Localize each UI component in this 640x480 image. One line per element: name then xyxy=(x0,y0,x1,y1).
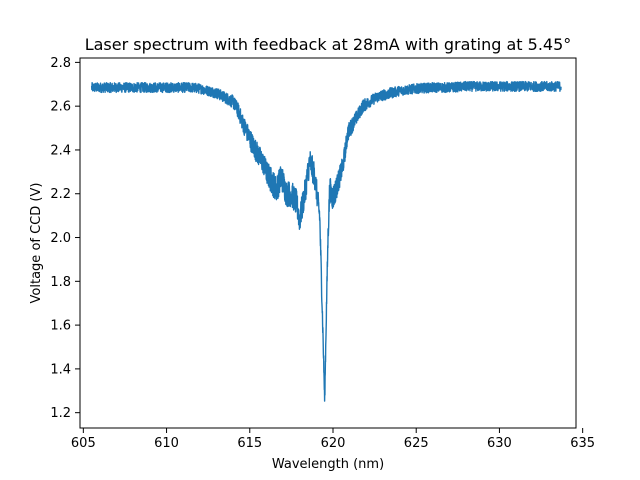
spectrum-series-line xyxy=(90,80,562,402)
x-tick-label: 620 xyxy=(321,436,346,451)
y-tick-label: 1.6 xyxy=(50,319,71,334)
x-tick-label: 615 xyxy=(237,436,262,451)
series-layer xyxy=(90,80,562,402)
y-tick-label: 1.4 xyxy=(50,362,71,377)
axes-frame xyxy=(79,57,577,429)
x-axis-label: Wavelength (nm) xyxy=(272,457,384,472)
y-tick-label: 2.4 xyxy=(50,143,71,158)
y-tick-label: 1.2 xyxy=(50,406,71,421)
y-axis: 1.2 1.4 1.6 1.8 2.0 2.2 2.4 2.6 2.8 xyxy=(50,56,80,421)
plot-area xyxy=(79,57,577,429)
y-tick-label: 2.6 xyxy=(50,100,71,115)
y-tick-label: 1.8 xyxy=(50,275,71,290)
x-tick-label: 635 xyxy=(570,436,595,451)
chart-title: Laser spectrum with feedback at 28mA wit… xyxy=(85,35,572,54)
y-tick-label: 2.0 xyxy=(50,231,71,246)
x-tick-label: 625 xyxy=(404,436,429,451)
x-axis: 605 610 615 620 625 630 635 xyxy=(71,428,595,451)
x-tick-label: 610 xyxy=(154,436,179,451)
y-tick-label: 2.8 xyxy=(50,56,71,71)
y-axis-label: Voltage of CCD (V) xyxy=(29,183,44,304)
x-tick-label: 630 xyxy=(487,436,512,451)
x-tick-label: 605 xyxy=(71,436,96,451)
y-tick-label: 2.2 xyxy=(50,187,71,202)
